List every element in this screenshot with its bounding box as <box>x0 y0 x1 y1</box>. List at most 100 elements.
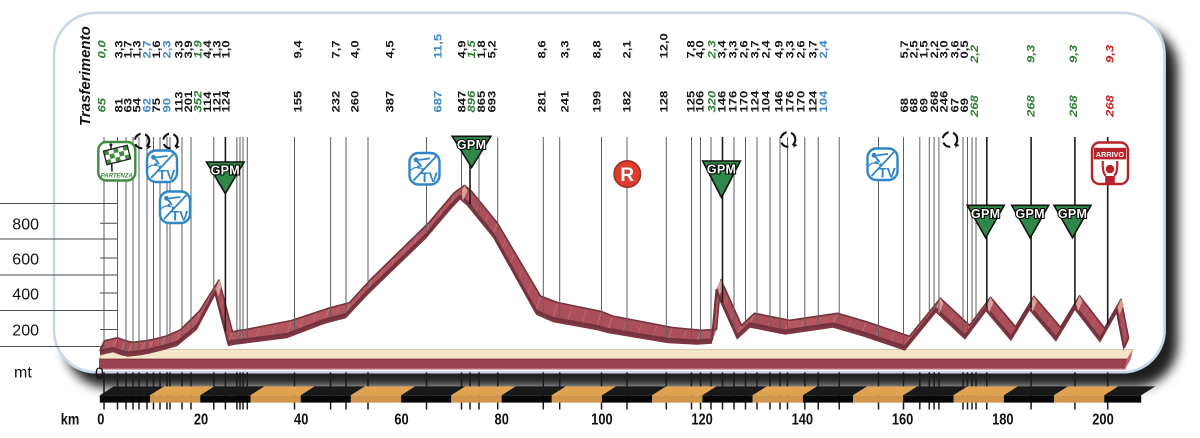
svg-text:100: 100 <box>591 411 613 428</box>
svg-text:146: 146 <box>715 91 728 113</box>
svg-text:241: 241 <box>558 91 571 113</box>
svg-text:693: 693 <box>485 91 498 113</box>
svg-text:Trasferimento: Trasferimento <box>77 26 94 126</box>
svg-text:69: 69 <box>958 98 971 113</box>
svg-text:0: 0 <box>97 411 104 428</box>
svg-text:1,8: 1,8 <box>475 40 488 58</box>
svg-text:3,3: 3,3 <box>783 40 796 58</box>
svg-text:281: 281 <box>535 91 548 113</box>
svg-text:170: 170 <box>794 91 807 113</box>
svg-text:352: 352 <box>191 91 204 113</box>
svg-text:896: 896 <box>465 91 478 113</box>
svg-text:8,8: 8,8 <box>590 40 603 58</box>
svg-text:400: 400 <box>12 287 39 304</box>
svg-text:km: km <box>61 411 80 428</box>
svg-text:0,0: 0,0 <box>95 40 108 58</box>
svg-text:124: 124 <box>219 91 232 113</box>
svg-text:1,3: 1,3 <box>130 40 143 58</box>
svg-text:3,0: 3,0 <box>937 40 950 58</box>
svg-text:3,3: 3,3 <box>172 40 185 58</box>
svg-text:124: 124 <box>806 91 819 113</box>
svg-text:170: 170 <box>737 91 750 113</box>
svg-text:125: 125 <box>684 91 697 113</box>
svg-text:3,3: 3,3 <box>112 40 125 58</box>
svg-text:TV: TV <box>421 170 438 185</box>
svg-text:9,4: 9,4 <box>291 40 304 58</box>
svg-text:54: 54 <box>130 98 143 113</box>
svg-text:3,3: 3,3 <box>726 40 739 58</box>
svg-text:2,5: 2,5 <box>907 40 920 58</box>
svg-text:4,0: 4,0 <box>693 40 706 58</box>
svg-text:20: 20 <box>194 411 208 428</box>
svg-text:62: 62 <box>140 98 153 113</box>
svg-text:847: 847 <box>455 91 468 113</box>
svg-text:268: 268 <box>968 95 981 118</box>
svg-text:106: 106 <box>693 91 706 113</box>
svg-text:GPM: GPM <box>1016 207 1045 221</box>
svg-text:63: 63 <box>121 98 134 113</box>
svg-text:2,2: 2,2 <box>928 40 941 58</box>
svg-text:75: 75 <box>150 98 163 113</box>
svg-text:4,4: 4,4 <box>201 40 214 58</box>
svg-text:140: 140 <box>792 411 814 428</box>
svg-text:4,5: 4,5 <box>383 40 396 58</box>
svg-text:5,7: 5,7 <box>898 40 911 58</box>
svg-text:90: 90 <box>160 98 173 113</box>
svg-text:40: 40 <box>294 411 308 428</box>
svg-text:182: 182 <box>620 91 633 113</box>
svg-text:1,7: 1,7 <box>121 40 134 58</box>
svg-text:GPM: GPM <box>971 207 1000 221</box>
svg-text:81: 81 <box>112 98 125 113</box>
svg-text:1,6: 1,6 <box>150 40 163 58</box>
svg-text:104: 104 <box>817 91 830 113</box>
svg-text:3,6: 3,6 <box>948 40 961 58</box>
svg-text:113: 113 <box>172 91 185 112</box>
svg-text:387: 387 <box>383 91 396 113</box>
svg-text:124: 124 <box>748 91 761 113</box>
svg-text:687: 687 <box>431 91 444 113</box>
svg-text:3,7: 3,7 <box>806 40 819 58</box>
svg-text:8,6: 8,6 <box>535 40 548 58</box>
svg-text:600: 600 <box>12 252 39 269</box>
svg-text:176: 176 <box>726 91 739 113</box>
svg-text:128: 128 <box>657 91 670 113</box>
svg-text:ARRIVO: ARRIVO <box>1096 150 1125 159</box>
svg-text:1,5: 1,5 <box>465 40 478 58</box>
svg-text:160: 160 <box>892 411 914 428</box>
svg-text:3,3: 3,3 <box>558 40 571 58</box>
svg-text:232: 232 <box>329 91 342 113</box>
svg-text:4,0: 4,0 <box>348 40 361 58</box>
svg-text:1,5: 1,5 <box>917 40 930 58</box>
svg-text:2,7: 2,7 <box>140 40 153 58</box>
svg-text:60: 60 <box>394 411 408 428</box>
svg-text:9,3: 9,3 <box>1067 45 1080 63</box>
svg-text:R: R <box>620 165 634 186</box>
svg-text:0,5: 0,5 <box>958 40 971 58</box>
svg-text:3,7: 3,7 <box>748 40 761 58</box>
svg-text:155: 155 <box>291 91 304 113</box>
svg-text:GPM: GPM <box>707 163 736 177</box>
svg-text:114: 114 <box>201 91 214 112</box>
svg-text:2,4: 2,4 <box>759 40 772 58</box>
svg-text:67: 67 <box>948 98 961 113</box>
svg-text:4,9: 4,9 <box>455 40 468 58</box>
svg-text:2,3: 2,3 <box>160 40 173 58</box>
svg-text:7,8: 7,8 <box>684 40 697 58</box>
svg-text:11,5: 11,5 <box>431 34 444 59</box>
svg-text:268: 268 <box>928 91 941 113</box>
svg-text:PARTENZA: PARTENZA <box>101 174 133 180</box>
svg-text:mt: mt <box>14 365 32 382</box>
svg-text:800: 800 <box>12 217 39 234</box>
svg-text:120: 120 <box>691 411 713 428</box>
svg-text:2,6: 2,6 <box>737 40 750 58</box>
svg-text:1,3: 1,3 <box>210 40 223 58</box>
svg-text:246: 246 <box>937 91 950 113</box>
svg-text:68: 68 <box>898 98 911 113</box>
svg-text:2,1: 2,1 <box>620 40 633 58</box>
svg-text:9,3: 9,3 <box>1024 45 1037 63</box>
svg-text:268: 268 <box>1067 95 1080 118</box>
svg-text:5,2: 5,2 <box>485 40 498 58</box>
svg-text:3,4: 3,4 <box>715 40 728 58</box>
svg-text:146: 146 <box>772 91 785 113</box>
svg-text:7,7: 7,7 <box>329 40 342 58</box>
